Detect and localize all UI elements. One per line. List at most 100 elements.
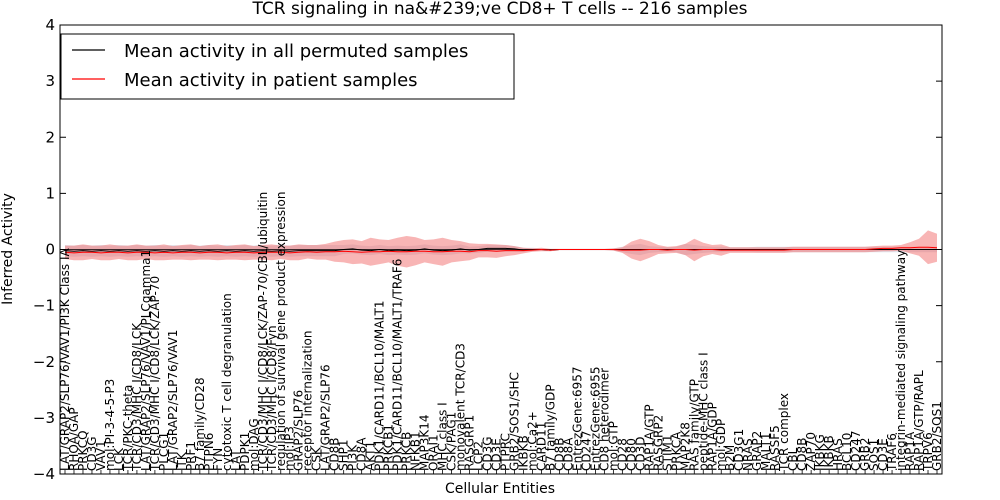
y-tick-label: −4 (33, 465, 55, 483)
x-tick-label: BCL10 (840, 433, 854, 471)
x-tick-label: LCP2 (472, 441, 486, 471)
x-tick-label: NFKB1 (409, 431, 423, 471)
x-tick-label: RASSF5 (768, 425, 782, 471)
x-tick-label: CD3G1 (732, 429, 746, 471)
x-tick-label: FYN (211, 448, 225, 471)
x-tick-label: TRPV6 (921, 432, 935, 472)
x-tick-label: MHC class I (436, 402, 450, 471)
x-tick-label: mol:PI-3-4-5-P3 (103, 379, 117, 471)
x-tick-label: CD3D (633, 436, 647, 471)
series-line-patient (64, 246, 938, 254)
x-tick-label: TCR/PKC-theta (121, 385, 135, 472)
legend-box (60, 33, 515, 100)
x-tick-label: PRKCA (669, 431, 683, 471)
x-tick-label: LAT (229, 449, 243, 471)
x-tick-label: GRB2/SOS1 (930, 401, 944, 471)
x-tick-label: TRAF6 (885, 433, 899, 472)
x-tick-label: RAS family/GTP (687, 379, 701, 471)
x-tick-label: mol:GTP (606, 421, 620, 471)
x-tick-label: CD247 (849, 430, 863, 471)
x-tick-label: CD8A (355, 437, 369, 471)
x-tick-label: PDK1/CARD11/BCL10/MALT1 (373, 300, 387, 470)
x-tick-label: GRAP2/SLP76 (292, 390, 306, 471)
x-tick-label: LCK (112, 447, 126, 471)
x-tick-label: PI3K (346, 444, 360, 471)
x-tick-label: TCR/CD3/MHC I/CD8/LCK (130, 322, 144, 472)
x-tick-label: CARD11 (535, 422, 549, 471)
x-tick-label: RHOA/GAP (67, 407, 81, 471)
x-tick-label: IKBKG (813, 434, 827, 471)
x-tick-label: LAT/GRAP2/SLP76/VAV1 (166, 330, 180, 471)
y-tick-label: 3 (45, 72, 55, 90)
x-tick-label: B2M (723, 445, 737, 471)
x-tick-label: GRAP2 (750, 431, 764, 471)
x-axis-title: Cellular Entities (445, 481, 555, 497)
x-tick-label: TCR/CD3/MHC I/CD8/LCK/ZAP-70 (148, 276, 162, 472)
x-tick-label: GRB2/SOS1/SHC (508, 372, 522, 471)
x-tick-label: PDK1/CARD11/BCL10/MALT1/TRAF6 (391, 259, 405, 471)
x-tick-label: STIM1 (660, 435, 674, 471)
x-tick-label: CD8 heterodimer (597, 368, 611, 471)
x-tick-label: CD3E (876, 438, 890, 471)
x-tick-label: PTPN6 (202, 433, 216, 471)
x-tick-label: monovalent TCR/CD3 (454, 343, 468, 471)
x-tick-label: CD28 (615, 438, 629, 471)
x-tick-label: VAV1 (94, 440, 108, 471)
x-tick-label: CD8B (795, 438, 809, 472)
legend: Mean activity in all permuted samples Me… (60, 33, 515, 100)
x-tick-label: IKBKB (822, 435, 836, 471)
x-tick-label: mol:DAG (247, 418, 261, 471)
x-tick-label: peptide-MHC class I (696, 352, 710, 471)
x-tick-label: MAP3K14 (418, 414, 432, 471)
x-tick-label: integrin-mediated signaling pathway (894, 250, 908, 471)
x-tick-label: mol:Ca2+ (526, 411, 540, 471)
x-tick-label: RAP1A/GTP (642, 404, 656, 471)
x-tick-label: CD3E (490, 438, 504, 471)
x-tick-label: PLCG1 (157, 432, 171, 471)
x-tick-label: mol:GDP (714, 419, 728, 471)
x-tick-label: PTPRC (499, 433, 513, 471)
x-tick-label: TCR complex (777, 393, 791, 472)
y-axis-title: Inferred Activity (0, 193, 16, 305)
x-tick-label: RAP1A/GDP (705, 402, 719, 471)
x-tick-label: IKBKB (517, 435, 531, 471)
x-tick-label: PRF1 (184, 441, 198, 471)
x-tick-label: TCR/CD3/MHC I/CD8/LCK/ZAP-70/CBL/ubiquit… (256, 192, 270, 472)
x-tick-label: RASGRP2 (651, 415, 665, 471)
x-tick-label: mol:IP3 (283, 426, 297, 471)
y-tick-label: −2 (33, 353, 55, 371)
x-tick-label: EntrezGene:6955 (588, 367, 602, 472)
legend-label-permuted: Mean activity in all permuted samples (124, 41, 468, 62)
x-tick-label: ZAP70 (804, 432, 818, 471)
legend-label-patient: Mean activity in patient samples (124, 70, 418, 91)
x-tick-label: CSK (310, 446, 324, 471)
x-tick-label: ORAI1 (427, 434, 441, 471)
plot-area: −4 −3 −2 −1 0 1 2 3 4 LAT/GRAP2/SLP76/VAV1/PI3K C… (33, 16, 944, 483)
y-tick-label: 0 (45, 241, 55, 259)
x-tick-label: MALT1 (759, 432, 773, 471)
x-tick-label: EntrezGene:6957 (570, 366, 584, 471)
x-tick-label: HRAS (831, 438, 845, 471)
x-tick-label: B7 family/GDP (543, 384, 557, 471)
x-tick-label: PRKCB (400, 432, 414, 471)
x-tick-label: CD247 (579, 430, 593, 471)
x-tick-label: CD80 (624, 438, 638, 471)
x-tick-label: SOS1 (867, 439, 881, 471)
x-tick-label: regulation of survival gene product expr… (274, 192, 288, 471)
x-tick-label: LAT/GRAP2/SLP76/VAV1/PLCgamma1 (139, 250, 153, 471)
x-tick-label: GRB2 (858, 438, 872, 472)
x-tick-label: CD8B (328, 438, 342, 472)
x-tick-label: TCR/CD3/MHC I/CD8/Fyn (265, 325, 279, 472)
y-tick-label: 1 (45, 184, 55, 202)
x-tick-label: LAT/GRAP2/SLP76 (319, 364, 333, 471)
x-tick-label: NRAS (741, 438, 755, 471)
y-tick-label: −3 (33, 409, 55, 427)
x-tick-label: RAP1A (903, 431, 917, 471)
y-tick-label: 2 (45, 128, 55, 146)
x-tick-label: PRKCQ (76, 430, 90, 471)
chart-title: TCR signaling in na&#239;ve CD8+ T cells… (251, 0, 747, 19)
x-tick-label: AKT1 (364, 441, 378, 471)
x-tick-label: receptor internalization (301, 331, 315, 471)
x-tick-label: MAP2K8 (678, 422, 692, 471)
